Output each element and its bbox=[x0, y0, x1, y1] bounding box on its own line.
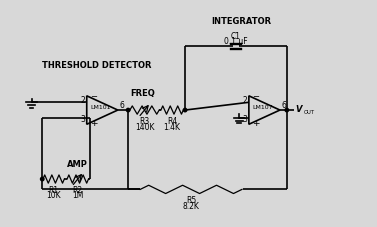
Text: 3: 3 bbox=[242, 115, 247, 124]
Text: 0.1 μF: 0.1 μF bbox=[224, 37, 248, 46]
Text: LM101: LM101 bbox=[90, 105, 111, 110]
Text: 2: 2 bbox=[242, 96, 247, 105]
Text: AMP: AMP bbox=[67, 160, 88, 169]
Text: V: V bbox=[295, 105, 302, 114]
Text: 8.2K: 8.2K bbox=[182, 202, 199, 211]
Circle shape bbox=[40, 177, 44, 181]
Text: OUT: OUT bbox=[303, 110, 314, 115]
Text: +: + bbox=[90, 118, 97, 128]
Text: 2: 2 bbox=[80, 96, 85, 105]
Text: R1: R1 bbox=[49, 186, 59, 195]
Circle shape bbox=[126, 108, 130, 112]
Text: 3: 3 bbox=[80, 115, 85, 124]
Text: LM107: LM107 bbox=[252, 105, 273, 110]
Text: 6: 6 bbox=[119, 101, 124, 110]
Text: INTEGRATOR: INTEGRATOR bbox=[211, 17, 271, 25]
Text: FREQ: FREQ bbox=[130, 89, 155, 98]
Text: 6: 6 bbox=[281, 101, 286, 110]
Text: 1.4K: 1.4K bbox=[164, 123, 181, 132]
Circle shape bbox=[183, 108, 187, 112]
Text: −: − bbox=[90, 92, 97, 101]
Text: C1: C1 bbox=[231, 32, 241, 41]
Text: THRESHOLD DETECTOR: THRESHOLD DETECTOR bbox=[42, 61, 152, 70]
Text: R4: R4 bbox=[167, 117, 177, 126]
Text: 140K: 140K bbox=[135, 123, 154, 132]
Circle shape bbox=[285, 108, 288, 112]
Text: 10K: 10K bbox=[46, 191, 61, 200]
Text: +: + bbox=[252, 118, 259, 128]
Text: R2: R2 bbox=[73, 186, 83, 195]
Text: R5: R5 bbox=[186, 196, 196, 205]
Text: −: − bbox=[252, 92, 259, 101]
Text: 1M: 1M bbox=[72, 191, 83, 200]
Text: R3: R3 bbox=[139, 117, 150, 126]
